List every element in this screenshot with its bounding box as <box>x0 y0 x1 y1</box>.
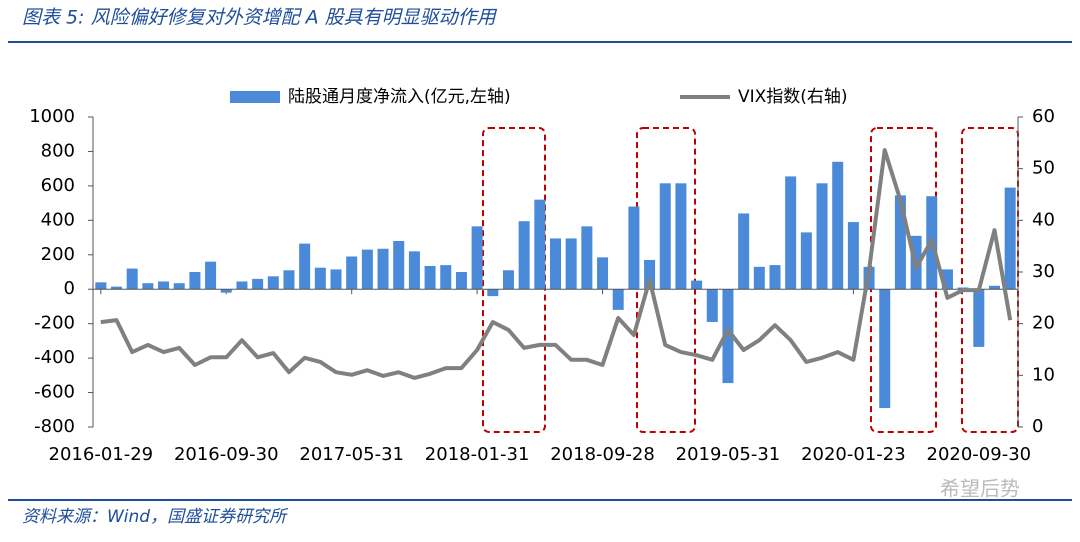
bar <box>236 281 248 290</box>
y-tick-label: -800 <box>34 416 75 437</box>
highlight-box <box>636 127 696 433</box>
watermark: 希望后势 <box>940 477 1020 501</box>
legend-label: 陆股通月度净流入(亿元,左轴) <box>288 87 511 107</box>
bar <box>659 183 671 290</box>
y2-tick-label: 30 <box>1032 261 1055 282</box>
bar <box>220 289 232 293</box>
x-tick-label: 2020-01-23 <box>801 444 906 465</box>
x-tick-label: 2016-09-30 <box>174 444 279 465</box>
bar <box>502 270 514 290</box>
chart-title: 图表 5: 风险偏好修复对外资增配 A 股具有明显驱动作用 <box>22 7 498 29</box>
legend-swatch <box>230 91 280 103</box>
bar <box>941 269 953 290</box>
bar <box>675 183 687 290</box>
y-tick-label: 400 <box>41 209 75 230</box>
bar <box>205 261 217 290</box>
bar <box>534 199 546 290</box>
y2-tick-label: 20 <box>1032 313 1055 334</box>
x-tick-label: 2017-05-31 <box>299 444 404 465</box>
highlight-box <box>961 127 1019 433</box>
bar <box>518 221 530 290</box>
bar <box>769 265 781 290</box>
bar <box>628 206 640 290</box>
y-tick-label: 0 <box>64 278 75 299</box>
bar <box>879 289 891 409</box>
bar <box>581 226 593 290</box>
y2-tick-label: 40 <box>1032 209 1055 230</box>
y2-tick-label: 60 <box>1032 106 1055 127</box>
bar <box>158 281 170 290</box>
bar <box>847 222 859 290</box>
bar <box>126 268 138 290</box>
bar <box>424 265 436 290</box>
vix-line <box>100 148 1013 380</box>
bar <box>361 249 373 290</box>
bar <box>988 285 1000 290</box>
bar <box>314 267 326 290</box>
bar <box>644 259 656 290</box>
bar <box>111 286 123 290</box>
bar <box>142 283 154 290</box>
x-tick-label: 2020-09-30 <box>927 444 1032 465</box>
bar <box>252 278 264 290</box>
bar <box>722 289 734 384</box>
bar <box>408 251 420 290</box>
bar <box>1004 187 1016 290</box>
bar <box>816 183 828 290</box>
bar <box>800 232 812 290</box>
y-tick-label: -600 <box>34 382 75 403</box>
x-tick-label: 2016-01-29 <box>49 444 154 465</box>
y-tick-label: -400 <box>34 347 75 368</box>
bar <box>550 238 561 290</box>
x-tick-label: 2018-01-31 <box>425 444 530 465</box>
bar <box>330 269 342 290</box>
bar <box>393 241 405 290</box>
y2-tick-label: 10 <box>1032 364 1055 385</box>
bar <box>440 265 452 290</box>
bar <box>283 270 295 290</box>
bar <box>471 226 483 290</box>
bar <box>299 243 311 290</box>
x-tick-label: 2019-05-31 <box>676 444 781 465</box>
bar <box>267 276 279 290</box>
bar <box>487 289 499 297</box>
bar <box>455 272 467 290</box>
bar <box>173 283 185 290</box>
bar <box>377 248 389 290</box>
bar <box>753 266 765 290</box>
x-tick-label: 2018-09-28 <box>550 444 655 465</box>
bar <box>565 238 577 290</box>
bar <box>738 213 750 290</box>
bar <box>706 289 718 322</box>
source-note: 资料来源：Wind，国盛证券研究所 <box>22 507 289 527</box>
y-tick-label: 200 <box>41 244 75 265</box>
y2-tick-label: 50 <box>1032 158 1055 179</box>
y-tick-label: -200 <box>34 313 75 334</box>
bar <box>894 195 906 290</box>
highlight-boxes <box>482 127 1019 433</box>
bar <box>973 289 985 347</box>
bar <box>346 256 358 290</box>
legend-label: VIX指数(右轴) <box>738 87 848 107</box>
y-tick-label: 1000 <box>29 106 75 127</box>
y2-tick-label: 0 <box>1032 416 1043 437</box>
bar <box>785 176 797 290</box>
bar <box>189 272 201 290</box>
y-tick-label: 600 <box>41 175 75 196</box>
bar <box>691 280 703 290</box>
bar <box>612 289 624 310</box>
bar <box>832 161 844 290</box>
y-tick-label: 800 <box>41 140 75 161</box>
bar <box>95 282 107 290</box>
bar <box>597 257 609 290</box>
